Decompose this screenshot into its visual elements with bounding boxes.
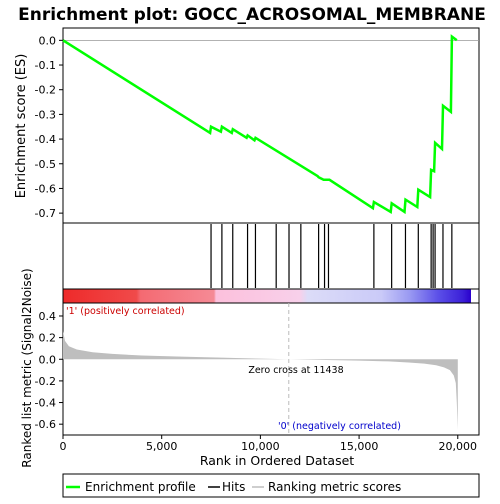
- es-ytick-label: -0.4: [35, 133, 56, 146]
- es-ytick-label: -0.3: [35, 108, 56, 121]
- metric-ytick-label: -0.4: [35, 397, 56, 410]
- metric-xtick-label: 10,000: [241, 440, 280, 453]
- es-ytick-label: -0.6: [35, 182, 56, 195]
- metric-xtick-label: 0: [60, 440, 67, 453]
- metric-ytick-label: 0.2: [39, 332, 57, 345]
- metric-ytick-label: -0.6: [35, 418, 56, 431]
- legend-hits-label: Hits: [222, 480, 245, 494]
- legend-metric-label: Ranking metric scores: [268, 480, 401, 494]
- metric-ytick-label: -0.2: [35, 375, 56, 388]
- metric-xtick-label: 15,000: [340, 440, 379, 453]
- es-panel: 0.0 -0.1 -0.2 -0.3 -0.4 -0.5 -0.6 -0.7 Enrichme…: [14, 27, 480, 224]
- es-ytick-label: 0.0: [39, 34, 57, 47]
- metric-xtick-label: 20,000: [439, 440, 478, 453]
- metric-ytick-label: 0.0: [39, 353, 57, 366]
- es-yticks: 0.0 -0.1 -0.2 -0.3 -0.4 -0.5 -0.6 -0.7: [35, 34, 63, 220]
- positive-correlation-label: '1' (positively correlated): [66, 306, 185, 317]
- metric-xtick-label: 5,000: [146, 440, 178, 453]
- colour-band: [63, 289, 471, 303]
- es-ytick-label: -0.7: [35, 207, 56, 220]
- metric-ylabel: Ranked list metric (Signal2Noise): [20, 268, 34, 467]
- es-panel-frame: [62, 27, 480, 224]
- rank-colour-band: [62, 288, 480, 304]
- hits-panel: [62, 222, 480, 290]
- metric-panel-frame: [62, 302, 480, 436]
- es-ytick-label: -0.2: [35, 84, 56, 97]
- es-ylabel: Enrichment score (ES): [14, 54, 29, 199]
- metric-ytick-label: 0.4: [39, 310, 57, 323]
- chart-title: Enrichment plot: GOCC_ACROSOMAL_MEMBRANE: [18, 5, 486, 25]
- enrichment-profile-line: [62, 34, 458, 215]
- es-ytick-label: -0.1: [35, 59, 56, 72]
- hits-marks: [210, 224, 453, 288]
- metric-yticks: 0.4 0.2 0.0 -0.2 -0.4 -0.6: [35, 310, 63, 431]
- metric-panel: 0.4 0.2 0.0 -0.2 -0.4 -0.6 '1' (positively co…: [20, 268, 480, 468]
- zero-cross-label: Zero cross at 11438: [248, 365, 343, 376]
- negative-correlation-label: '0' (negatively correlated): [278, 421, 401, 432]
- es-ytick-label: -0.5: [35, 158, 56, 171]
- metric-xticks: 0 5,000 10,000 15,000 20,000: [60, 435, 478, 453]
- legend-frame: [62, 473, 480, 498]
- legend-enrichment-label: Enrichment profile: [85, 480, 196, 494]
- hits-panel-frame: [62, 222, 480, 290]
- metric-xlabel: Rank in Ordered Dataset: [200, 453, 354, 468]
- legend: Enrichment profile Hits Ranking metric s…: [62, 473, 480, 498]
